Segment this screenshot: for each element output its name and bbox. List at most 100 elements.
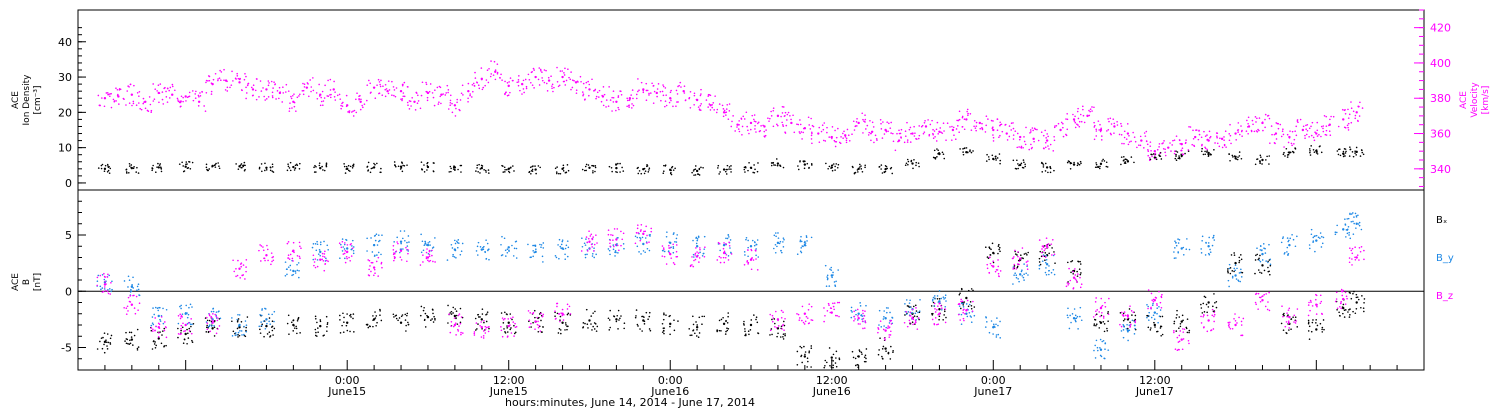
top-jitter-point [845, 136, 847, 138]
bottom-jitter-point [474, 334, 476, 336]
top-jitter-point [672, 106, 674, 108]
bottom-jitter-point [823, 307, 825, 309]
top-jitter-point [1264, 127, 1266, 129]
top-jitter-point [1295, 126, 1297, 128]
bottom-jitter-point [180, 308, 182, 310]
top-jitter-point [564, 74, 566, 76]
top-jitter-point [834, 130, 836, 132]
top-jitter-point [509, 168, 511, 170]
bottom-jitter-point [1239, 272, 1241, 274]
bottom-jitter-point [477, 323, 479, 325]
bottom-jitter-point [448, 313, 450, 315]
bottom-jitter-point [315, 267, 317, 269]
top-jitter-point [479, 172, 481, 174]
bottom-jitter-point [781, 252, 783, 254]
bottom-jitter-point [1228, 325, 1230, 327]
top-jitter-point [158, 84, 160, 86]
bottom-jitter-point [293, 242, 295, 244]
bottom-jitter-point [345, 239, 347, 241]
bottom-jitter-point [320, 241, 322, 243]
bottom-jitter-point [1256, 247, 1258, 249]
bottom-point [696, 245, 698, 247]
bottom-jitter-point [561, 241, 563, 243]
top-jitter-point [529, 79, 531, 81]
bottom-jitter-point [645, 226, 647, 228]
bottom-jitter-point [1184, 328, 1186, 330]
bottom-jitter-point [756, 316, 758, 318]
bottom-jitter-point [130, 301, 132, 303]
bottom-jitter-point [379, 310, 381, 312]
bottom-jitter-point [516, 257, 518, 259]
bottom-jitter-point [369, 265, 371, 267]
top-jitter-point [1308, 136, 1310, 138]
bottom-jitter-point [851, 311, 853, 313]
bottom-jitter-point [1150, 327, 1152, 329]
top-jitter-point [988, 159, 990, 161]
top-point [1086, 115, 1088, 117]
bottom-jitter-point [1295, 245, 1297, 247]
bottom-jitter-point [1208, 242, 1210, 244]
bottom-jitter-point [1072, 313, 1074, 315]
top-jitter-point [782, 124, 784, 126]
bottom-jitter-point [374, 235, 376, 237]
bottom-jitter-point [342, 238, 344, 240]
bottom-jitter-point [1045, 262, 1047, 264]
bottom-jitter-point [1107, 320, 1109, 322]
bottom-jitter-point [638, 251, 640, 253]
bottom-jitter-point [163, 323, 165, 325]
bottom-jitter-point [138, 289, 140, 291]
bottom-jitter-point [1286, 247, 1288, 249]
top-jitter-point [860, 165, 862, 167]
bottom-jitter-point [1162, 334, 1164, 336]
bottom-jitter-point [1227, 270, 1229, 272]
bottom-jitter-point [1175, 330, 1177, 332]
bottom-jitter-point [1039, 258, 1041, 260]
bottom-jitter-point [104, 332, 106, 334]
bottom-jitter-point [1311, 331, 1313, 333]
bottom-jitter-point [1234, 269, 1236, 271]
top-jitter-point [615, 164, 617, 166]
top-point [1302, 129, 1304, 131]
bottom-jitter-point [778, 325, 780, 327]
bottom-jitter-point [800, 247, 802, 249]
bottom-jitter-point [723, 257, 725, 259]
bottom-jitter-point [1024, 253, 1026, 255]
bottom-jitter-point [1293, 314, 1295, 316]
bottom-jitter-point [454, 256, 456, 258]
top-jitter-point [404, 82, 406, 84]
bottom-jitter-point [1200, 304, 1202, 306]
bottom-jitter-point [936, 309, 938, 311]
bottom-jitter-point [372, 326, 374, 328]
bottom-jitter-point [182, 322, 184, 324]
bottom-jitter-point [727, 312, 729, 314]
bottom-jitter-point [406, 242, 408, 244]
bottom-jitter-point [1267, 301, 1269, 303]
top-jitter-point [1174, 153, 1176, 155]
bottom-jitter-point [179, 314, 181, 316]
bottom-series [78, 212, 1424, 368]
top-jitter-point [958, 131, 960, 133]
top-jitter-point [455, 115, 457, 117]
bottom-jitter-point [353, 313, 355, 315]
bottom-jitter-point [696, 243, 698, 245]
bottom-jitter-point [528, 310, 530, 312]
bottom-jitter-point [97, 280, 99, 282]
top-jitter-point [757, 123, 759, 125]
top-left-tick-label: 40 [58, 36, 72, 49]
bottom-jitter-point [213, 320, 215, 322]
top-jitter-point [442, 93, 444, 95]
top-point [723, 168, 725, 170]
top-jitter-point [798, 169, 800, 171]
bottom-jitter-point [452, 307, 454, 309]
bottom-point [1234, 262, 1236, 264]
bottom-jitter-point [353, 331, 355, 333]
top-jitter-point [401, 161, 403, 163]
bottom-jitter-point [378, 241, 380, 243]
bottom-jitter-point [757, 332, 759, 334]
top-jitter-point [957, 120, 959, 122]
bottom-jitter-point [558, 313, 560, 315]
top-jitter-point [1101, 160, 1103, 162]
top-jitter-point [873, 142, 875, 144]
top-jitter-point [754, 128, 756, 130]
bottom-jitter-point [1340, 308, 1342, 310]
